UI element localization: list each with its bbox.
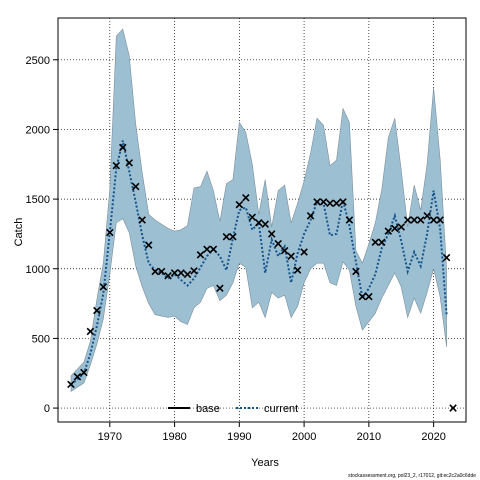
x-axis-title: Years bbox=[251, 457, 279, 469]
observed-point bbox=[378, 238, 386, 247]
current-series-line bbox=[70, 140, 448, 386]
observed-point bbox=[390, 224, 399, 233]
plot-frame bbox=[57, 17, 467, 423]
observed-point bbox=[216, 284, 224, 293]
observed-point bbox=[429, 216, 438, 224]
y-tick-label: 1000 bbox=[26, 264, 50, 276]
observed-point bbox=[261, 220, 270, 228]
observed-point bbox=[144, 241, 153, 249]
observed-point bbox=[209, 245, 218, 254]
observed-point bbox=[229, 232, 237, 241]
observed-point bbox=[67, 380, 75, 389]
x-tick-label: 1970 bbox=[98, 431, 122, 443]
observed-point bbox=[371, 238, 380, 247]
observed-point bbox=[332, 199, 341, 208]
observed-point bbox=[449, 404, 457, 412]
observed-point bbox=[138, 216, 146, 224]
x-tick-label: 1990 bbox=[227, 431, 251, 443]
y-tick-label: 2000 bbox=[26, 124, 50, 136]
observed-point bbox=[203, 245, 211, 254]
observed-point bbox=[403, 216, 412, 224]
confidence-band bbox=[70, 28, 447, 392]
observed-point bbox=[339, 198, 347, 206]
observed-point bbox=[73, 372, 82, 381]
observed-point bbox=[118, 143, 127, 152]
observed-point bbox=[112, 161, 121, 170]
observed-points bbox=[67, 143, 457, 412]
observed-point bbox=[248, 213, 257, 221]
observed-point bbox=[293, 266, 302, 274]
observed-point bbox=[352, 267, 360, 276]
x-tick-label: 1980 bbox=[162, 431, 186, 443]
legend-current-label: current bbox=[264, 403, 298, 415]
observed-point bbox=[416, 216, 425, 224]
observed-point bbox=[306, 212, 315, 220]
y-axis-title: Catch bbox=[13, 218, 25, 247]
observed-point bbox=[86, 327, 95, 336]
observed-point bbox=[423, 212, 431, 220]
observed-point bbox=[274, 239, 282, 248]
legend-base-label: base bbox=[196, 403, 220, 415]
observed-point bbox=[267, 230, 276, 238]
observed-point bbox=[300, 248, 308, 256]
observed-point bbox=[313, 198, 321, 206]
observed-point bbox=[183, 270, 192, 279]
observed-point bbox=[170, 269, 179, 277]
observed-point bbox=[235, 200, 244, 209]
observed-point bbox=[157, 267, 166, 276]
observed-point bbox=[287, 252, 295, 260]
y-tick-label: 500 bbox=[32, 333, 50, 345]
observed-point bbox=[190, 267, 198, 275]
observed-point bbox=[442, 253, 451, 262]
footnote: stockassessment.org, pol23_2, r17012, gi… bbox=[348, 473, 476, 479]
observed-point bbox=[410, 216, 418, 224]
observed-point bbox=[254, 219, 263, 227]
observed-point bbox=[106, 228, 114, 237]
observed-point bbox=[384, 227, 393, 235]
observed-point bbox=[242, 193, 250, 202]
y-tick-label: 2500 bbox=[26, 55, 50, 67]
observed-point bbox=[177, 269, 185, 277]
observed-point bbox=[358, 292, 367, 301]
observed-point bbox=[93, 306, 101, 315]
legend: base current bbox=[168, 403, 298, 415]
observed-point bbox=[397, 223, 406, 231]
x-axis-ticks: 1970 1980 1990 2000 2010 2020 bbox=[98, 422, 446, 443]
observed-point bbox=[326, 199, 334, 208]
observed-point bbox=[280, 246, 289, 255]
observed-point bbox=[319, 198, 328, 206]
x-tick-label: 2020 bbox=[421, 431, 445, 443]
observed-point bbox=[345, 216, 354, 224]
x-tick-label: 2010 bbox=[357, 431, 381, 443]
observed-point bbox=[125, 159, 134, 167]
observed-point bbox=[436, 216, 444, 224]
observed-point bbox=[365, 292, 373, 301]
observed-point bbox=[151, 267, 159, 276]
y-tick-label: 0 bbox=[44, 403, 50, 415]
observed-point bbox=[99, 283, 108, 291]
observed-point bbox=[80, 368, 88, 377]
y-tick-label: 1500 bbox=[26, 194, 50, 206]
x-tick-label: 2000 bbox=[292, 431, 316, 443]
observed-point bbox=[164, 271, 172, 280]
y-axis-ticks: 0 500 1000 1500 2000 2500 bbox=[26, 55, 58, 415]
observed-point bbox=[131, 182, 140, 191]
observed-point bbox=[196, 251, 205, 259]
observed-point bbox=[222, 232, 231, 241]
